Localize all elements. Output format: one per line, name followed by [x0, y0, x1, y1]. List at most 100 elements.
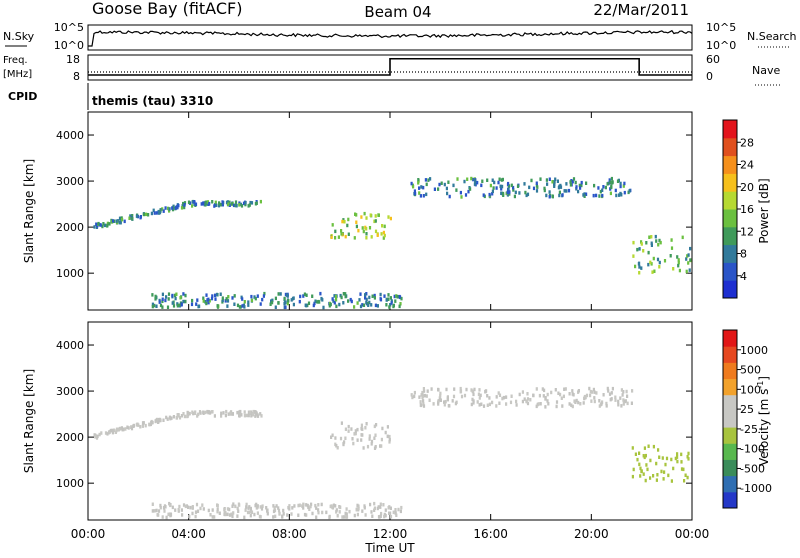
data-cell: [388, 511, 391, 515]
data-cell: [608, 178, 611, 182]
data-cell: [234, 504, 237, 509]
data-cell: [470, 388, 473, 392]
data-cell: [640, 242, 643, 246]
data-cell: [526, 392, 529, 396]
data-cell: [353, 432, 356, 436]
data-cell: [389, 296, 392, 300]
data-cell: [443, 400, 446, 404]
data-cell: [277, 506, 280, 510]
data-cell: [460, 195, 463, 199]
data-cell: [356, 438, 359, 442]
data-cell: [317, 503, 320, 507]
data-cell: [373, 296, 376, 300]
data-cell: [515, 399, 518, 404]
data-cell: [277, 301, 280, 305]
data-cell: [599, 189, 602, 194]
data-cell: [672, 267, 675, 271]
data-cell: [287, 299, 290, 303]
data-cell: [589, 393, 592, 398]
y-tick-label: 1000: [56, 477, 84, 490]
data-cell: [565, 182, 568, 186]
data-cell: [220, 411, 223, 416]
data-cell: [202, 201, 205, 206]
data-cell: [188, 411, 191, 416]
data-cell: [545, 178, 548, 182]
data-cell: [620, 388, 623, 392]
data-cell: [167, 512, 170, 517]
data-cell: [194, 514, 197, 519]
data-cell: [347, 429, 350, 433]
data-cell: [579, 186, 582, 190]
data-cell: [639, 466, 642, 471]
data-cell: [588, 386, 591, 391]
data-cell: [374, 445, 377, 449]
data-cell: [250, 414, 253, 418]
data-cell: [375, 423, 378, 427]
data-cell: [590, 399, 593, 403]
data-cell: [256, 511, 259, 515]
data-cell: [383, 294, 386, 298]
data-cell: [388, 440, 391, 444]
data-cell: [381, 224, 384, 228]
data-cell: [342, 301, 345, 305]
data-cell: [177, 203, 180, 208]
data-cell: [103, 223, 106, 228]
data-cell: [290, 298, 293, 302]
data-cell: [445, 387, 448, 392]
data-cell: [151, 293, 154, 297]
data-cell: [649, 476, 652, 480]
data-cell: [548, 177, 551, 181]
data-cell: [104, 431, 108, 435]
data-cell: [247, 506, 250, 510]
data-cell: [572, 177, 576, 181]
data-cell: [331, 223, 334, 227]
data-cell: [645, 463, 648, 467]
data-cell: [388, 305, 391, 309]
data-cell: [345, 515, 349, 519]
data-cell: [523, 397, 526, 401]
data-cell: [159, 505, 162, 510]
data-cell: [213, 204, 216, 208]
data-cell: [232, 203, 236, 208]
data-cell: [303, 512, 307, 517]
data-cell: [207, 300, 210, 305]
data-cell: [630, 401, 633, 405]
data-cell: [211, 200, 214, 204]
data-cell: [526, 192, 530, 197]
y-tick-label: 4000: [56, 339, 84, 352]
data-cell: [214, 293, 217, 298]
data-cell: [516, 184, 520, 188]
data-cell: [184, 299, 187, 304]
data-cell: [379, 502, 382, 506]
data-cell: [205, 301, 208, 306]
data-cell: [478, 396, 481, 400]
data-cell: [600, 402, 603, 406]
data-cell: [538, 393, 541, 398]
data-cell: [214, 297, 217, 301]
data-cell: [523, 182, 526, 186]
data-cell: [318, 300, 321, 304]
data-cell: [305, 293, 308, 297]
colorbar-segment: [723, 475, 737, 493]
data-cell: [543, 186, 546, 191]
data-cell: [154, 297, 157, 301]
data-cell: [373, 508, 376, 512]
data-cell: [195, 302, 198, 306]
data-cell: [312, 303, 315, 308]
data-cell: [126, 425, 129, 429]
data-cell: [205, 293, 208, 297]
data-cell: [359, 304, 363, 309]
data-cell: [374, 433, 377, 437]
data-cell: [350, 299, 353, 304]
data-cell: [344, 292, 347, 296]
data-cell: [510, 183, 513, 188]
data-cell: [228, 203, 231, 207]
data-cell: [263, 291, 266, 296]
data-cell: [343, 515, 346, 519]
data-cell: [361, 226, 364, 230]
data-cell: [595, 391, 598, 395]
data-cell: [658, 238, 661, 243]
data-cell: [344, 511, 347, 516]
data-cell: [231, 412, 234, 416]
